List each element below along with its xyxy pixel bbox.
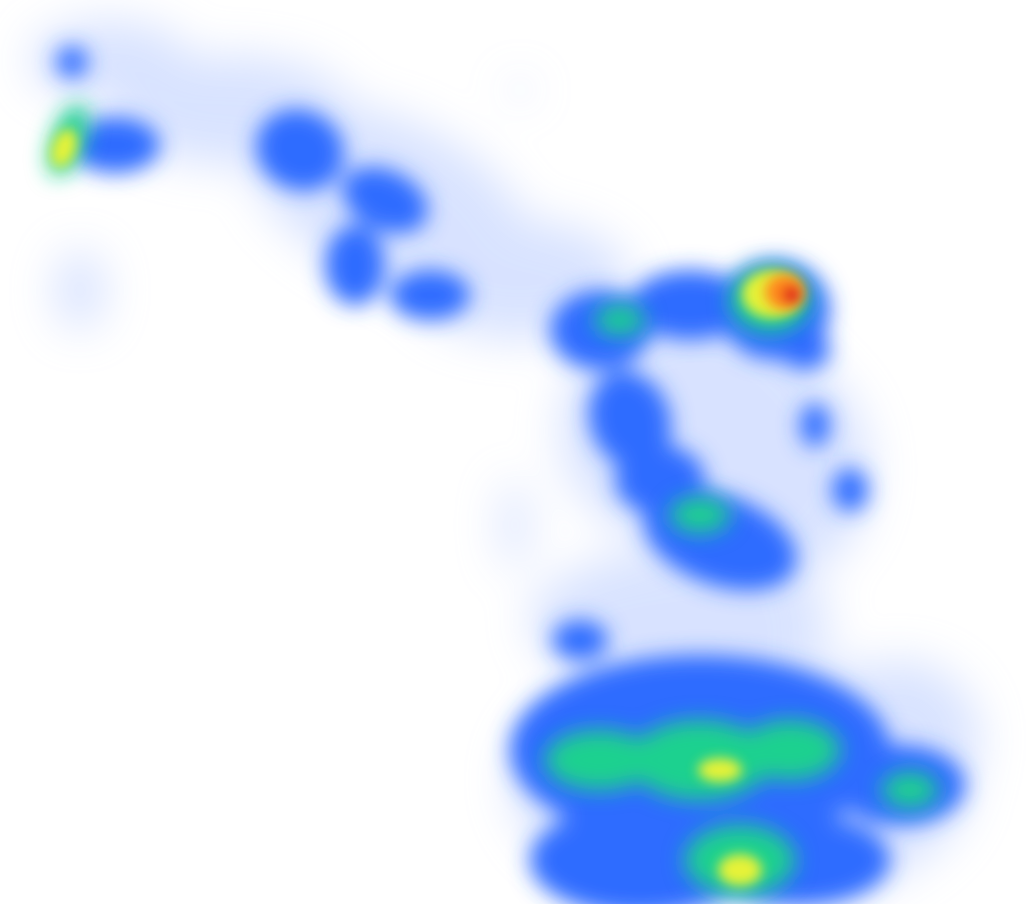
hotspot-layer: [765, 274, 805, 310]
